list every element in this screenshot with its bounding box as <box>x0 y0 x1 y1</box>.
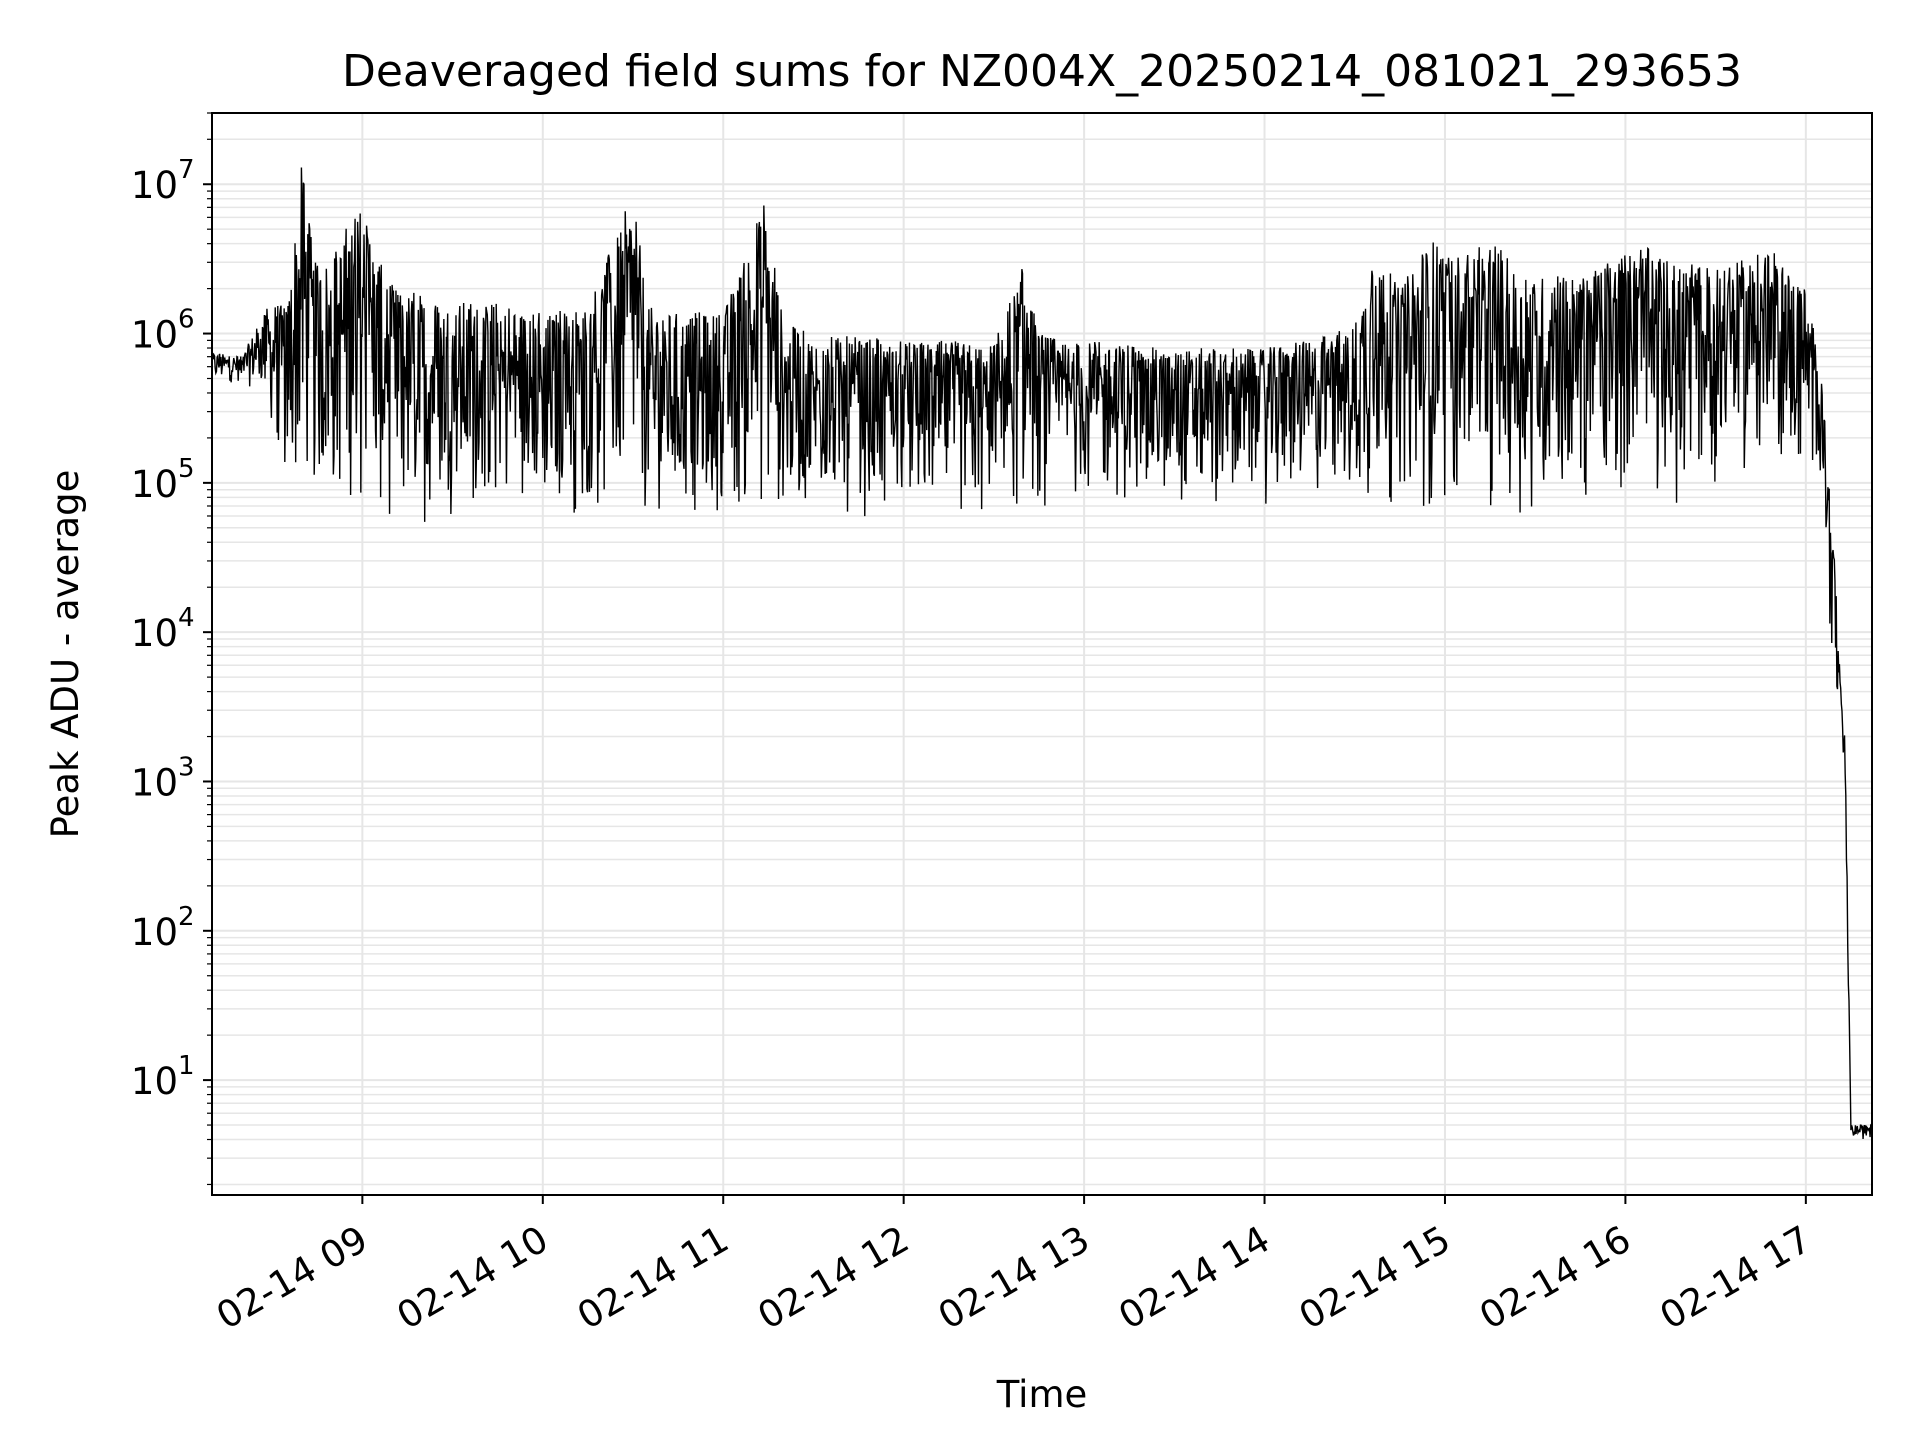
plot-frame <box>211 112 1873 1196</box>
grid <box>212 112 1872 1195</box>
y-tick-exponent: 1 <box>178 1051 195 1081</box>
y-tick-exponent: 6 <box>178 305 195 335</box>
data-series <box>212 167 1872 1139</box>
series-line <box>212 167 1872 1139</box>
y-tick-label: 10 <box>131 314 178 357</box>
chart-title: Deaveraged field sums for NZ004X_2025021… <box>342 46 1742 97</box>
y-tick-label: 10 <box>131 612 178 655</box>
y-tick-exponent: 2 <box>178 902 195 932</box>
x-axis-label: Time <box>996 1373 1088 1416</box>
y-axis-label: Peak ADU - average <box>44 470 87 839</box>
y-tick-label: 10 <box>131 761 178 804</box>
y-tick-label: 10 <box>131 164 178 207</box>
y-tick-label: 10 <box>131 911 178 954</box>
y-tick-exponent: 3 <box>178 752 195 782</box>
y-tick-label: 10 <box>131 1060 178 1103</box>
y-tick-exponent: 5 <box>178 454 195 484</box>
y-tick-label: 10 <box>131 463 178 506</box>
y-tick-exponent: 7 <box>178 155 195 185</box>
y-tick-exponent: 4 <box>178 603 195 633</box>
